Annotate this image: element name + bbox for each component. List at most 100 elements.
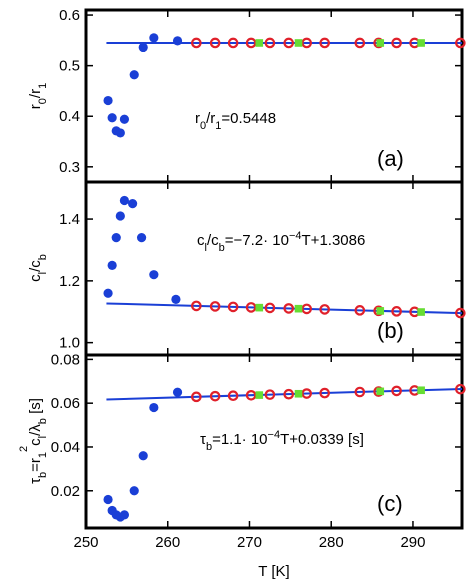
panel-b-green-square — [255, 303, 264, 312]
panel-b-blue-point — [115, 211, 125, 221]
panel-c-red-circle — [191, 391, 202, 403]
panel-a-blue-point — [107, 113, 117, 123]
panel-c-blue-point — [172, 387, 183, 397]
panel-c-red-circle — [245, 389, 257, 401]
panel-a-annotation: r0/r1=0.5448 — [195, 110, 276, 132]
panel-c-blue-point — [149, 402, 159, 413]
panel-b-blue-point — [119, 195, 130, 206]
panel-b-red-circle — [301, 303, 312, 315]
panel-c-ytick-label: 0.02 — [51, 483, 80, 500]
panel-c-xtick-label: 250 — [73, 534, 98, 551]
panel-a-red-circle — [191, 37, 202, 49]
panel-c-xtick-label: 290 — [400, 534, 425, 551]
panel-a-tag: (a) — [377, 146, 404, 171]
panel-b-red-circle — [319, 304, 330, 315]
panel-a-blue-point — [103, 95, 113, 106]
panel-b-ytick-label: 1.2 — [59, 273, 80, 290]
panel-b-ytick-label: 1.0 — [59, 335, 80, 352]
panel-b-red-circle — [391, 306, 402, 317]
panel-a-green-square — [417, 39, 425, 47]
panel-c-red-circle — [209, 390, 221, 402]
panel-c-xtick-label: 280 — [319, 534, 344, 551]
panel-c-ytick-label: 0.06 — [51, 395, 80, 412]
panel-b-red-circle — [191, 300, 202, 312]
panel-c-xtick-label: 270 — [237, 534, 262, 551]
panel-c-red-circle — [227, 390, 239, 402]
panel-c-red-circle — [391, 385, 402, 397]
panel-b-ylabel: cl/cb — [27, 254, 49, 282]
panel-a-blue-point — [129, 70, 139, 80]
panel-b-ytick-label: 1.4 — [59, 211, 80, 228]
panel-a-green-square — [294, 39, 303, 47]
panel-b-blue-point — [149, 270, 159, 280]
panel-b-blue-point — [136, 233, 147, 243]
panel-c-green-square — [417, 386, 425, 395]
panel-a-red-circle — [455, 37, 466, 49]
panel-b-blue-point — [111, 233, 121, 243]
panel-c-green-square — [376, 387, 385, 396]
panel-b-red-circle — [354, 305, 366, 316]
panel-c-ytick-label: 0.04 — [51, 439, 80, 456]
panel-b-annotation: cl/cb=−7.2· 10−4T+1.3086 — [197, 230, 365, 254]
panel-c-blue-point — [138, 451, 148, 461]
panel-a-ytick-label: 0.6 — [59, 7, 80, 24]
panel-a-green-square — [255, 39, 264, 47]
panel-b-red-circle — [283, 303, 295, 314]
panel-a-red-circle — [301, 37, 312, 49]
panel-c-red-circle — [319, 387, 330, 399]
panel-a-green-square — [376, 39, 385, 47]
panel-c-green-square — [294, 389, 303, 398]
panel-c-ylabel: τb=r12cl/λb [s] — [18, 398, 49, 484]
panel-c-tag: (c) — [377, 491, 403, 516]
panel-a-blue-point — [138, 42, 148, 53]
panel-c-xtick-label: 260 — [155, 534, 180, 551]
panel-a-ylabel: r0/r1 — [27, 83, 49, 109]
panel-b-green-square — [294, 304, 303, 313]
panel-b-blue-point — [171, 294, 181, 304]
panel-c-blue-point — [129, 486, 139, 496]
panel-c-ytick-label: 0.08 — [51, 351, 80, 368]
panel-c-blue-point — [119, 510, 130, 520]
panel-a-blue-point — [172, 36, 183, 46]
panel-b-blue-point — [103, 288, 113, 298]
panel-c-red-circle — [301, 388, 312, 399]
panel-c-blue-point — [103, 494, 113, 505]
panel-c-red-circle — [354, 386, 366, 398]
panel-b-green-square — [417, 308, 425, 316]
panel-b-blue-point — [107, 260, 117, 271]
panel-a-red-circle — [391, 37, 402, 49]
panel-a-frame — [84, 8, 464, 184]
panel-c-red-circle — [455, 383, 466, 395]
panel-b-tag: (b) — [377, 318, 404, 343]
panel-a-ytick-label: 0.5 — [59, 58, 80, 75]
panel-c-xlabel: T [K] — [258, 563, 289, 580]
panel-b-blue-point — [127, 199, 138, 209]
panel-c-green-square — [255, 391, 264, 399]
panel-a-red-circle — [283, 37, 295, 49]
panel-c-red-circle — [264, 389, 276, 400]
panel-b-red-circle — [245, 302, 257, 313]
panel-a-blue-point — [149, 33, 159, 43]
panel-a: 0.3 0.4 0.5 0.6 r0/r1 r0/r1=0.5448 (a) — [27, 7, 466, 184]
panel-a-red-circle — [264, 37, 276, 49]
panel-a-red-circle — [319, 37, 330, 49]
panel-b-frame — [84, 180, 464, 357]
panel-b-green-square — [376, 307, 385, 315]
panel-c-frame — [84, 353, 464, 530]
panel-b-red-circle — [264, 302, 276, 314]
panel-a-blue-point — [115, 128, 125, 138]
panel-c-red-circle — [283, 388, 295, 400]
panel-a-red-circle — [245, 37, 257, 49]
panel-a-blue-point — [119, 114, 130, 124]
panel-b-red-circle — [209, 301, 221, 312]
panel-c: 0.02 0.04 0.06 0.08 250 260 270 280 290 τb=r12cl… — [18, 351, 466, 580]
panel-c-annotation: τb=1.1· 10−4T+0.0339 [s] — [200, 429, 364, 453]
panel-b-red-circle — [455, 307, 466, 319]
panel-a-red-circle — [227, 37, 239, 49]
panel-a-red-circle — [354, 37, 366, 49]
panel-b-red-circle — [227, 301, 239, 313]
panel-a-red-circle — [209, 37, 221, 49]
panel-b: 1.0 1.2 1.4 cl/cb cl/cb=−7.2· 10−4T+1.3086… — [27, 180, 466, 357]
panel-a-ytick-label: 0.4 — [59, 108, 80, 125]
